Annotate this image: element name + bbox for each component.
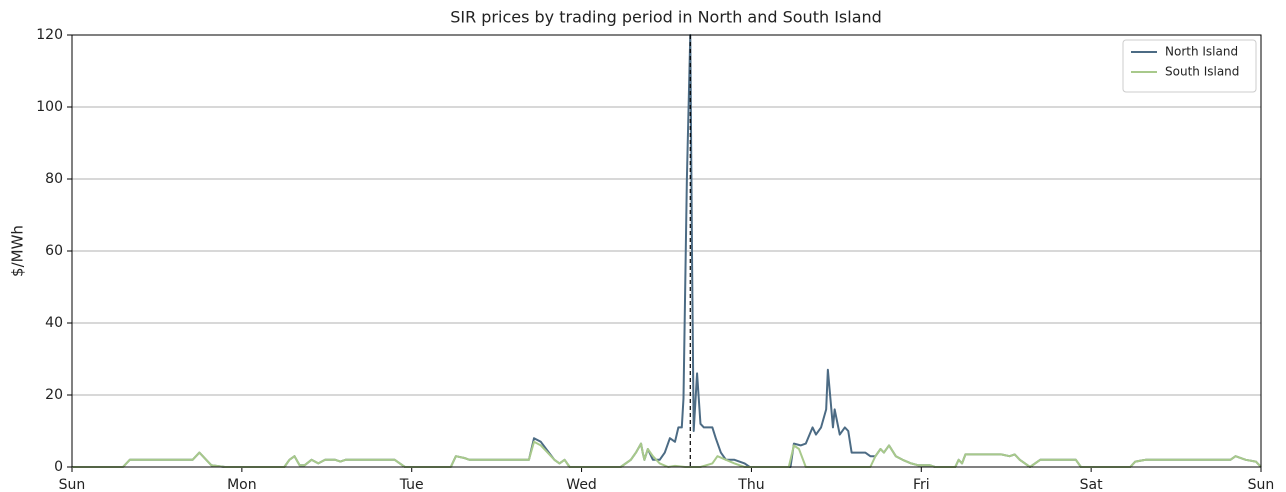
y-tick-label: 40: [45, 315, 63, 331]
x-tick-label: Mon: [227, 477, 257, 492]
legend: North Island South Island: [1122, 39, 1257, 93]
series-line: [72, 440, 1262, 468]
chart-title: SIR prices by trading period in North an…: [450, 8, 882, 27]
x-tick-label: Sun: [59, 477, 86, 492]
y-tick-label: 60: [45, 243, 63, 259]
x-tick-label: Sun: [1248, 477, 1275, 492]
x-tick-label: Fri: [913, 477, 930, 492]
x-tick-label: Thu: [737, 477, 764, 492]
y-tick-label: 80: [45, 171, 63, 187]
x-tick-label: Tue: [399, 477, 424, 492]
y-tick-label: 0: [54, 459, 63, 475]
legend-label: North Island: [1165, 45, 1238, 59]
y-tick-label: 100: [36, 99, 63, 115]
x-tick-label: Wed: [566, 477, 597, 492]
x-tick-label: Sat: [1080, 477, 1103, 492]
plot-frame: [71, 34, 1262, 468]
y-tick-label: 20: [45, 387, 63, 403]
y-axis-label: $/MWh: [9, 225, 27, 277]
legend-label: South Island: [1165, 65, 1239, 79]
y-tick-label: 120: [36, 27, 63, 43]
